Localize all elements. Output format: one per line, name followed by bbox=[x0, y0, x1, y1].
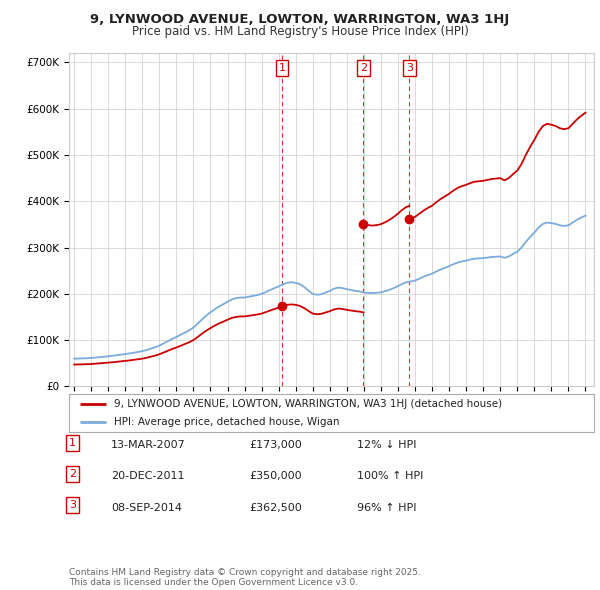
Text: 08-SEP-2014: 08-SEP-2014 bbox=[111, 503, 182, 513]
Text: 9, LYNWOOD AVENUE, LOWTON, WARRINGTON, WA3 1HJ: 9, LYNWOOD AVENUE, LOWTON, WARRINGTON, W… bbox=[91, 13, 509, 26]
Text: 3: 3 bbox=[69, 500, 76, 510]
Text: 9, LYNWOOD AVENUE, LOWTON, WARRINGTON, WA3 1HJ (detached house): 9, LYNWOOD AVENUE, LOWTON, WARRINGTON, W… bbox=[113, 399, 502, 409]
Text: 2: 2 bbox=[69, 469, 76, 479]
Text: 100% ↑ HPI: 100% ↑ HPI bbox=[357, 471, 424, 481]
Text: 13-MAR-2007: 13-MAR-2007 bbox=[111, 440, 186, 450]
Text: 2: 2 bbox=[360, 63, 367, 73]
Text: 12% ↓ HPI: 12% ↓ HPI bbox=[357, 440, 416, 450]
Text: HPI: Average price, detached house, Wigan: HPI: Average price, detached house, Wiga… bbox=[113, 417, 339, 427]
Text: Price paid vs. HM Land Registry's House Price Index (HPI): Price paid vs. HM Land Registry's House … bbox=[131, 25, 469, 38]
Text: 1: 1 bbox=[278, 63, 286, 73]
Text: £350,000: £350,000 bbox=[249, 471, 302, 481]
Text: £362,500: £362,500 bbox=[249, 503, 302, 513]
Text: Contains HM Land Registry data © Crown copyright and database right 2025.
This d: Contains HM Land Registry data © Crown c… bbox=[69, 568, 421, 587]
Text: 3: 3 bbox=[406, 63, 413, 73]
Text: £173,000: £173,000 bbox=[249, 440, 302, 450]
Text: 20-DEC-2011: 20-DEC-2011 bbox=[111, 471, 185, 481]
Text: 96% ↑ HPI: 96% ↑ HPI bbox=[357, 503, 416, 513]
Text: 1: 1 bbox=[69, 438, 76, 448]
